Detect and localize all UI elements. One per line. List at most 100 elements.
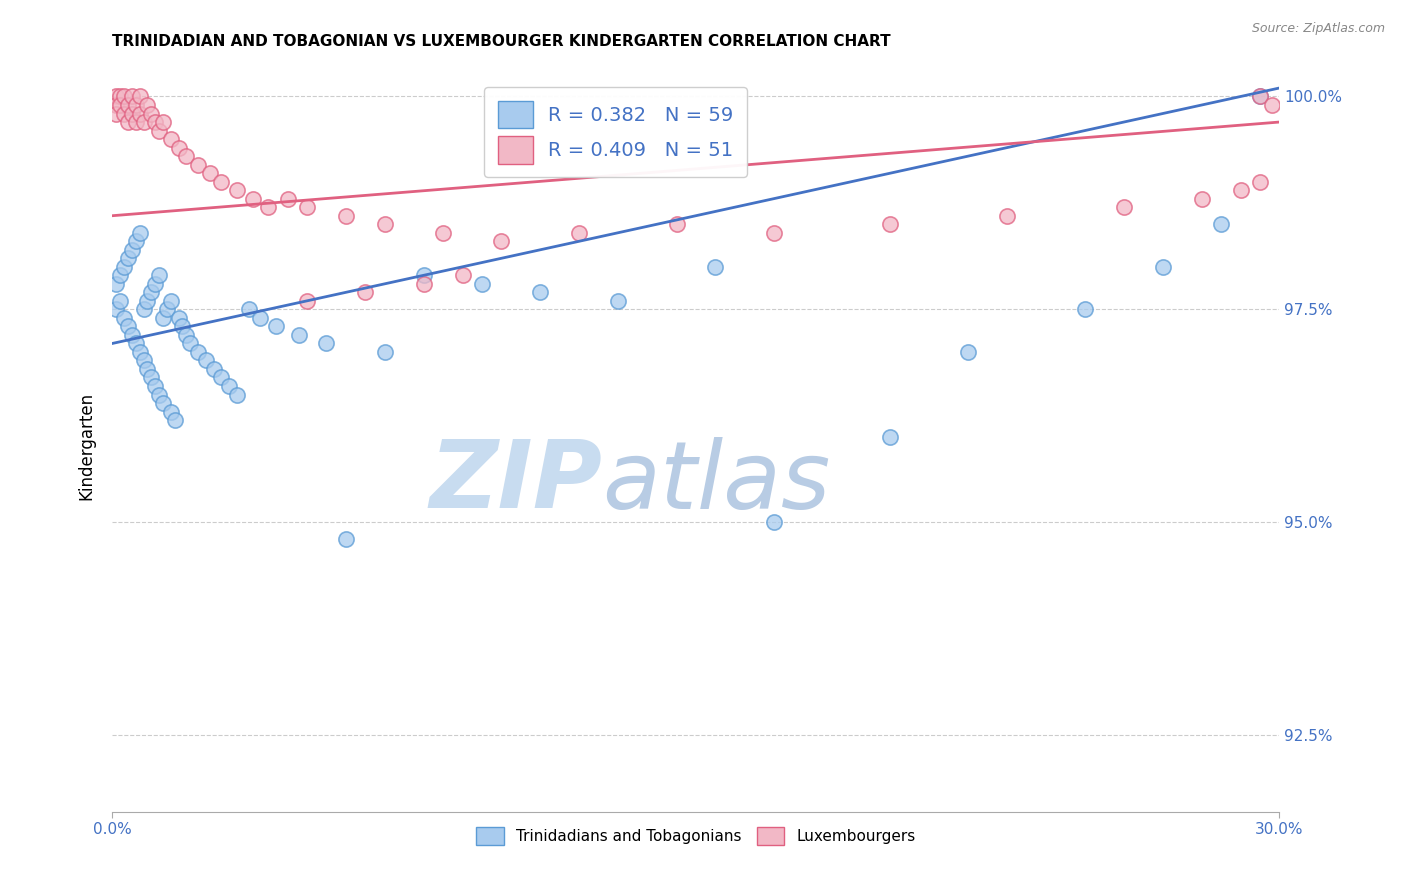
- Point: [957, 345, 980, 359]
- Point: [117, 115, 139, 129]
- Point: [112, 310, 135, 325]
- Point: [128, 106, 150, 120]
- Point: [295, 293, 318, 308]
- Point: [209, 370, 232, 384]
- Point: [132, 302, 155, 317]
- Point: [125, 336, 148, 351]
- Point: [879, 430, 901, 444]
- Point: [148, 123, 170, 137]
- Point: [125, 98, 148, 112]
- Point: [1249, 89, 1271, 103]
- Point: [117, 319, 139, 334]
- Point: [995, 209, 1018, 223]
- Point: [432, 226, 454, 240]
- Point: [121, 243, 143, 257]
- Point: [209, 175, 232, 189]
- Point: [529, 285, 551, 300]
- Point: [762, 515, 785, 529]
- Point: [354, 285, 377, 300]
- Point: [141, 106, 163, 120]
- Point: [1260, 98, 1282, 112]
- Point: [1209, 217, 1232, 231]
- Point: [264, 319, 287, 334]
- Point: [136, 293, 159, 308]
- Point: [128, 226, 150, 240]
- Point: [148, 387, 170, 401]
- Point: [136, 98, 159, 112]
- Point: [105, 89, 128, 103]
- Point: [335, 209, 357, 223]
- Point: [412, 277, 434, 291]
- Point: [198, 166, 221, 180]
- Point: [879, 217, 901, 231]
- Point: [152, 115, 174, 129]
- Point: [112, 106, 135, 120]
- Point: [105, 277, 128, 291]
- Point: [257, 200, 280, 214]
- Point: [132, 115, 155, 129]
- Point: [110, 268, 132, 283]
- Point: [187, 345, 209, 359]
- Point: [202, 362, 225, 376]
- Point: [143, 115, 166, 129]
- Point: [110, 89, 132, 103]
- Point: [160, 293, 183, 308]
- Point: [238, 302, 260, 317]
- Point: [276, 192, 298, 206]
- Point: [242, 192, 264, 206]
- Point: [141, 370, 163, 384]
- Point: [128, 345, 150, 359]
- Point: [121, 89, 143, 103]
- Point: [374, 217, 396, 231]
- Point: [167, 140, 190, 154]
- Point: [156, 302, 179, 317]
- Point: [295, 200, 318, 214]
- Text: Kindergarten: Kindergarten: [77, 392, 96, 500]
- Point: [117, 252, 139, 266]
- Point: [105, 302, 128, 317]
- Point: [163, 413, 186, 427]
- Point: [112, 260, 135, 274]
- Point: [172, 319, 194, 334]
- Point: [128, 89, 150, 103]
- Point: [226, 387, 249, 401]
- Point: [665, 217, 688, 231]
- Point: [152, 396, 174, 410]
- Text: atlas: atlas: [603, 436, 831, 527]
- Point: [105, 98, 128, 112]
- Point: [143, 379, 166, 393]
- Point: [179, 336, 201, 351]
- Point: [121, 327, 143, 342]
- Point: [132, 353, 155, 368]
- Point: [121, 106, 143, 120]
- Point: [152, 310, 174, 325]
- Point: [167, 310, 190, 325]
- Point: [1152, 260, 1174, 274]
- Point: [187, 158, 209, 172]
- Point: [1074, 302, 1097, 317]
- Point: [1191, 192, 1213, 206]
- Point: [607, 293, 630, 308]
- Point: [141, 285, 163, 300]
- Point: [335, 533, 357, 547]
- Point: [143, 277, 166, 291]
- Text: Source: ZipAtlas.com: Source: ZipAtlas.com: [1251, 22, 1385, 36]
- Point: [112, 89, 135, 103]
- Point: [704, 260, 727, 274]
- Point: [125, 115, 148, 129]
- Point: [110, 98, 132, 112]
- Point: [568, 226, 591, 240]
- Legend: Trinidadians and Tobagonians, Luxembourgers: Trinidadians and Tobagonians, Luxembourg…: [477, 827, 915, 846]
- Point: [1249, 175, 1271, 189]
- Point: [471, 277, 494, 291]
- Point: [176, 149, 198, 163]
- Point: [160, 132, 183, 146]
- Point: [160, 404, 183, 418]
- Point: [176, 327, 198, 342]
- Point: [412, 268, 434, 283]
- Point: [110, 293, 132, 308]
- Point: [105, 106, 128, 120]
- Point: [125, 234, 148, 248]
- Point: [374, 345, 396, 359]
- Point: [226, 183, 249, 197]
